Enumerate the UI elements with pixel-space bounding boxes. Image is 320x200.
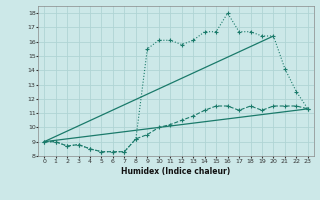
X-axis label: Humidex (Indice chaleur): Humidex (Indice chaleur): [121, 167, 231, 176]
